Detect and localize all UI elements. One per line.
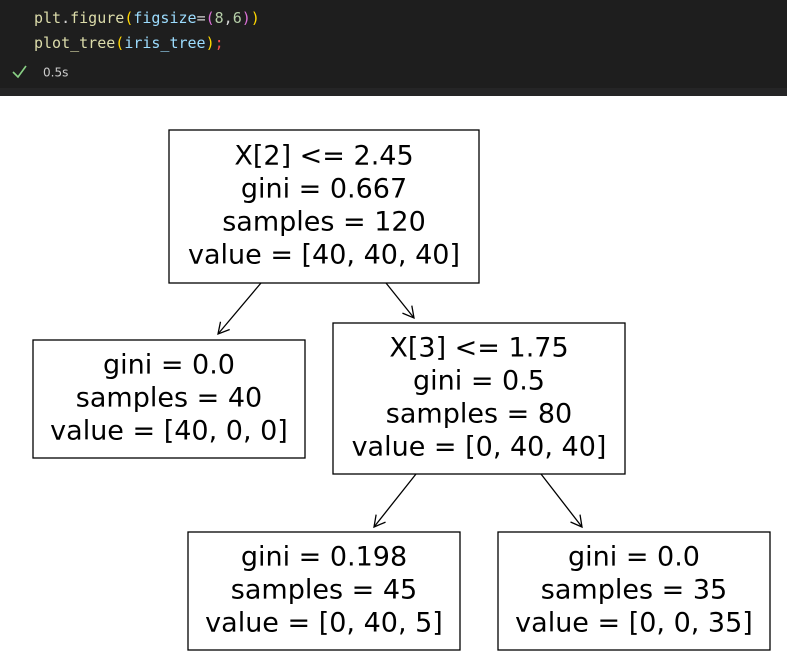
node-line: samples = 35 [541, 575, 727, 606]
code-token: ( [124, 9, 133, 27]
cell-gap [0, 88, 787, 96]
node-line: samples = 80 [386, 399, 572, 430]
code-token: 6 [233, 9, 242, 27]
code-token: plot_tree [34, 34, 115, 52]
code-token: 8 [215, 9, 224, 27]
node-line: value = [0, 40, 5] [205, 608, 443, 639]
code-token: ) [242, 9, 251, 27]
node-line: X[2] <= 2.45 [234, 141, 413, 172]
node-line: gini = 0.198 [241, 542, 407, 573]
node-line: samples = 120 [222, 207, 426, 238]
node-box [168, 129, 480, 284]
node-box [32, 339, 306, 459]
code-token: ) [251, 9, 260, 27]
node-box [332, 322, 626, 475]
node-line: gini = 0.0 [103, 350, 235, 381]
code-token: = [197, 9, 206, 27]
code-cell [0, 0, 787, 88]
code-token: ) [206, 34, 215, 52]
edge [385, 282, 415, 320]
edge [373, 473, 417, 529]
code-line: plt.figure(figsize=(8,6)) [34, 9, 260, 27]
code-token: ( [206, 9, 215, 27]
code-token: . [61, 9, 70, 27]
exec-time: 0.5s [43, 66, 68, 80]
node-box [187, 531, 461, 651]
code-token: iris_tree [124, 34, 205, 52]
code-lines: plt.figure(figsize=(8,6))plot_tree(iris_… [34, 9, 260, 52]
edge [217, 282, 262, 336]
code-token: figure [70, 9, 124, 27]
code-token: ( [115, 34, 124, 52]
node-line: value = [0, 40, 40] [352, 432, 607, 463]
node-line: samples = 40 [76, 383, 262, 414]
code-token: , [224, 9, 233, 27]
node-line: gini = 0.667 [241, 174, 407, 205]
code-token: ; [215, 34, 224, 52]
success-check [12, 65, 27, 79]
node-line: gini = 0.5 [413, 366, 545, 397]
node-line: value = [0, 0, 35] [515, 608, 753, 639]
edge [540, 473, 583, 529]
edges [217, 282, 583, 529]
node-line: gini = 0.0 [568, 542, 700, 573]
node-line: value = [40, 0, 0] [50, 416, 288, 447]
node-line: samples = 45 [231, 575, 417, 606]
code-token: figsize [133, 9, 196, 27]
code-line: plot_tree(iris_tree); [34, 34, 224, 52]
node-box [497, 531, 771, 651]
code-token: plt [34, 9, 61, 27]
node-line: value = [40, 40, 40] [188, 240, 460, 271]
node-line: X[3] <= 1.75 [389, 333, 568, 364]
